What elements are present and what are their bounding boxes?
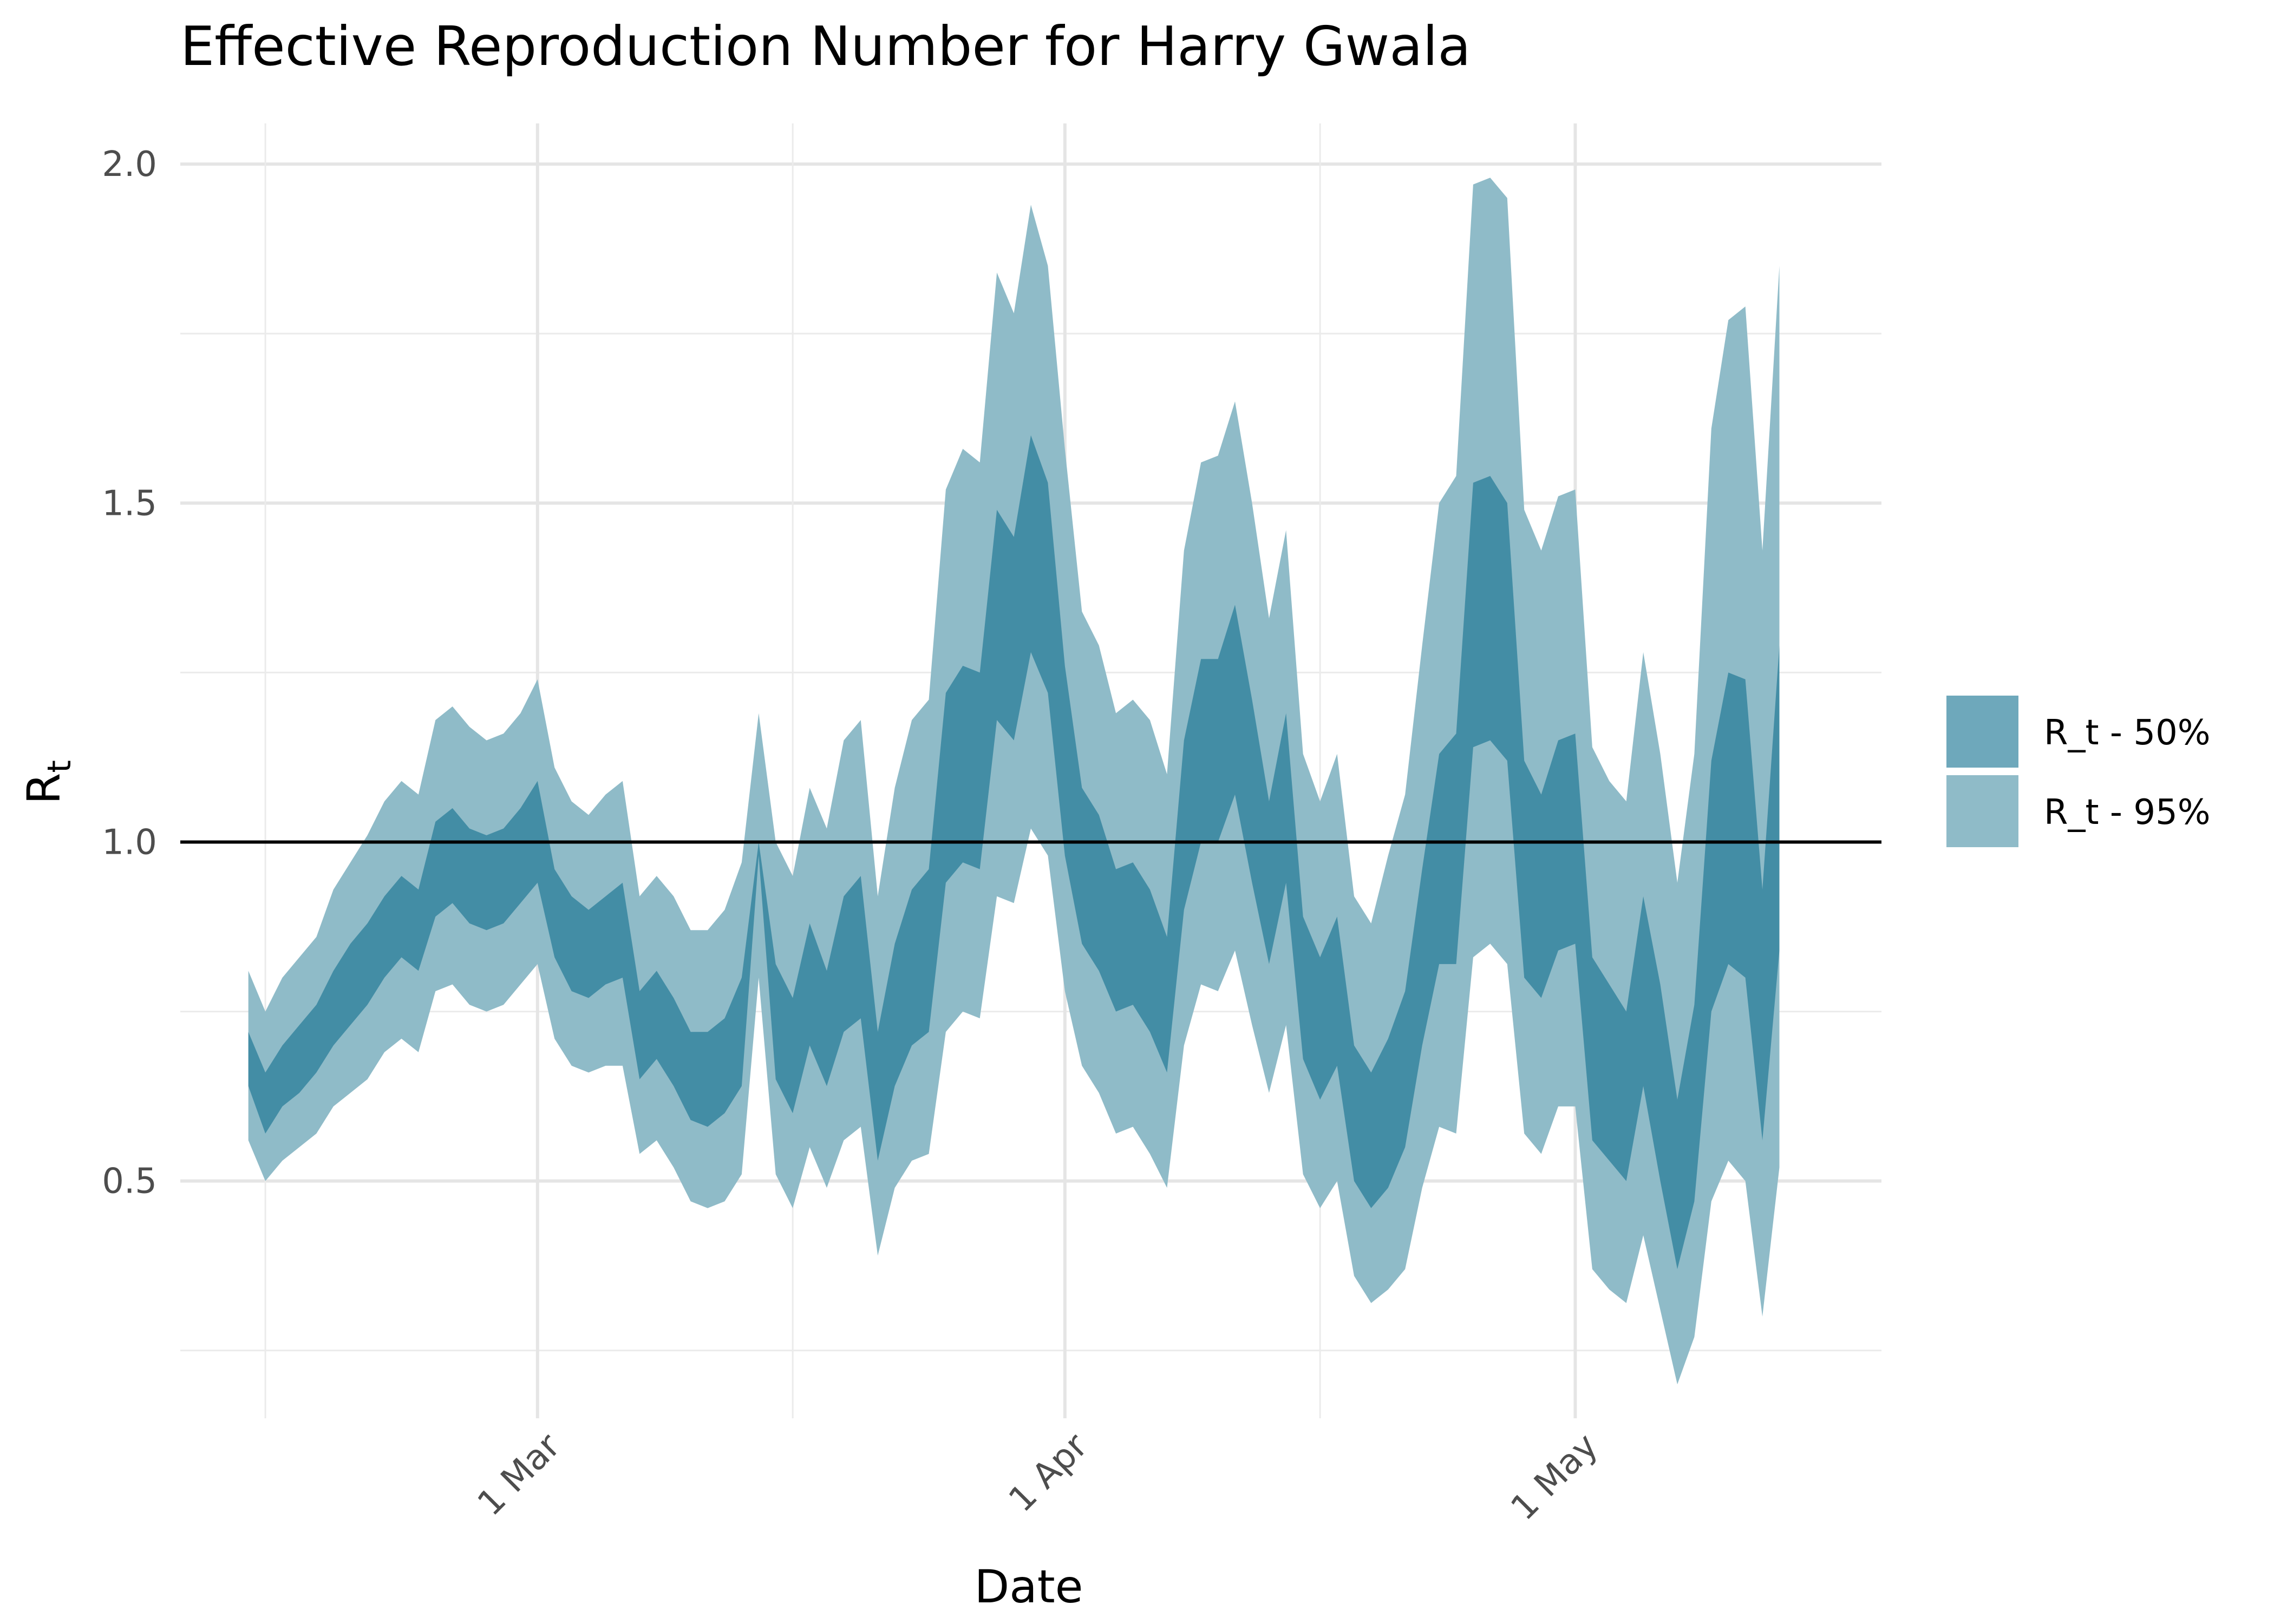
legend-label-95: R_t - 95% [2044,793,2211,833]
x-tick-labels: 1 Mar 1 Apr 1 May [470,1426,1606,1529]
x-tick-label: 1 Apr [1001,1426,1095,1520]
y-tick-label: 1.0 [102,822,157,862]
y-axis-label-subscript: t [41,760,79,773]
y-tick-labels: 0.5 1.0 1.5 2.0 [102,145,157,1202]
legend-label-50: R_t - 50% [2044,713,2211,753]
x-axis-label: Date [975,1560,1083,1613]
x-tick-label: 1 May [1504,1426,1606,1528]
legend: R_t - 50% R_t - 95% [1946,696,2211,847]
band-50 [248,435,1780,1269]
y-tick-label: 0.5 [102,1162,157,1202]
x-tick-label: 1 Mar [470,1426,568,1524]
legend-swatch-50 [1946,696,2018,768]
y-axis-label-main: R [17,773,70,804]
y-axis-label: Rt [17,760,79,804]
y-axis-label-group: Rt [17,760,79,804]
bands [248,178,1780,1385]
y-tick-label: 1.5 [102,483,157,523]
legend-swatch-95 [1946,775,2018,847]
y-tick-label: 2.0 [102,145,157,185]
chart-title: Effective Reproduction Number for Harry … [180,15,1471,78]
